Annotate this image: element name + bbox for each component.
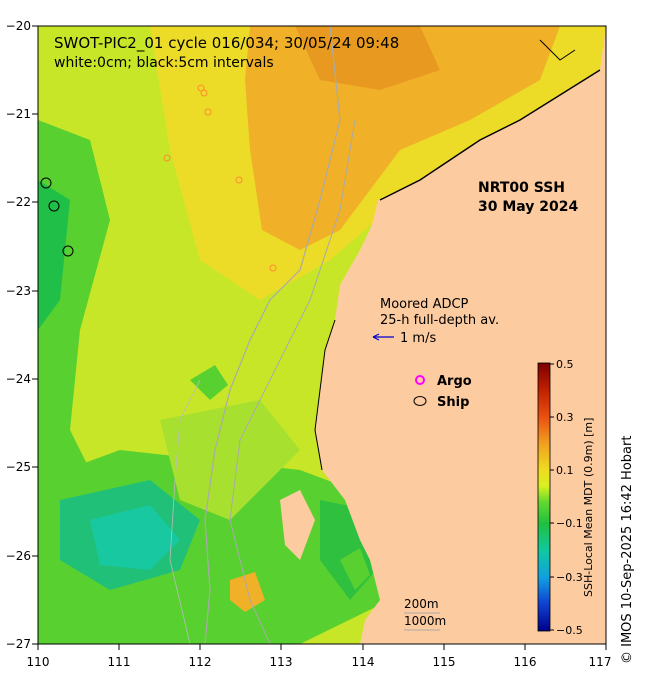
x-tick-label: 117	[589, 655, 612, 669]
y-tick-label: −24	[6, 372, 31, 386]
x-axis	[37, 644, 607, 650]
colorbar-tick-label: 0.1	[556, 464, 574, 477]
adcp-title: Moored ADCP	[380, 297, 469, 312]
y-tick-label: −27	[6, 637, 31, 651]
colorbar-ticks	[550, 363, 554, 631]
field-yellowgreen-mid	[160, 400, 300, 520]
argo-marker	[269, 264, 277, 272]
colorbar-tick-label: −0.1	[556, 517, 583, 530]
field-orange-high	[245, 26, 560, 250]
isobath-shallow-label: 200m	[404, 597, 439, 611]
x-tick-label: 112	[189, 655, 212, 669]
y-tick-label: −25	[6, 460, 31, 474]
land-north-west-cape	[372, 196, 398, 252]
coastline-west	[314, 319, 336, 471]
colorbar-tick-label: 0.3	[556, 411, 574, 424]
isobath-1000m	[204, 26, 341, 644]
y-tick-label: −23	[6, 284, 31, 298]
x-tick-label: 110	[27, 655, 50, 669]
field-cyan-core	[90, 505, 180, 570]
y-tick-label: −21	[6, 107, 31, 121]
adcp-scale-arrow	[372, 333, 394, 341]
ship-legend-marker	[413, 396, 427, 406]
contour-5cm	[539, 39, 576, 61]
header-title: SWOT-PIC2_01 cycle 016/034; 30/05/24 09:…	[54, 34, 399, 53]
colorbar-tick-labels: 0.5 0.3 0.1 −0.1 −0.3 −0.5	[556, 358, 583, 637]
argo-marker	[197, 84, 205, 92]
colorbar-tick-label: 0.5	[556, 358, 574, 371]
ship-marker	[40, 177, 52, 189]
argo-marker	[200, 89, 208, 97]
x-tick-label: 116	[514, 655, 537, 669]
x-tick-label: 114	[352, 655, 375, 669]
colorbar	[537, 362, 551, 632]
y-tick-label: −26	[6, 549, 31, 563]
argo-legend-label: Argo	[437, 374, 472, 389]
header-subtitle: white:0cm; black:5cm intervals	[54, 55, 274, 71]
plot-frame	[37, 25, 607, 645]
land-australia	[315, 26, 606, 644]
product-name: NRT00 SSH	[478, 180, 565, 196]
x-tick-label: 115	[433, 655, 456, 669]
ship-legend-label: Ship	[437, 395, 469, 410]
adcp-scale-label: 1 m/s	[400, 331, 436, 346]
ssh-field	[38, 26, 606, 644]
colorbar-tick-label: −0.5	[556, 624, 583, 637]
field-green-eddy	[190, 365, 228, 400]
x-tick-label: 113	[270, 655, 293, 669]
credit-text: © IMOS 10-Sep-2025 16:42 Hobart	[620, 435, 635, 664]
y-tick-label: −22	[6, 195, 31, 209]
y-tick-label: −20	[6, 19, 31, 33]
land-shark-bay-island	[280, 490, 315, 560]
colorbar-label: SSH-Local Mean MDT (0.9m) [m]	[582, 418, 595, 597]
argo-legend-marker	[415, 375, 425, 385]
isobath-200m	[229, 119, 356, 644]
isobath-deep-label: 1000m	[404, 614, 446, 628]
argo-marker	[204, 108, 212, 116]
argo-marker	[235, 176, 243, 184]
ship-marker	[48, 200, 60, 212]
adcp-subtitle: 25-h full-depth av.	[380, 313, 499, 328]
y-axis	[32, 25, 38, 645]
colorbar-tick-label: −0.3	[556, 571, 583, 584]
field-shark-bay-water	[340, 548, 370, 590]
field-green-core-west	[38, 180, 70, 330]
x-tick-labels: 110 111 112 113 114 115 116 117	[27, 655, 612, 669]
y-tick-labels: −20 −21 −22 −23 −24 −25 −26 −27	[6, 19, 31, 651]
coastline-north	[379, 69, 601, 201]
ship-marker	[62, 245, 74, 257]
argo-marker	[163, 154, 171, 162]
product-date: 30 May 2024	[478, 199, 579, 215]
isobath-offshore	[169, 379, 201, 644]
x-tick-label: 111	[108, 655, 131, 669]
